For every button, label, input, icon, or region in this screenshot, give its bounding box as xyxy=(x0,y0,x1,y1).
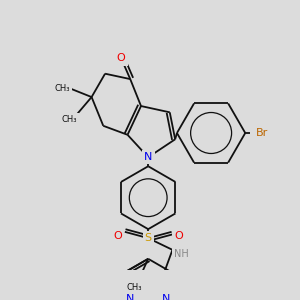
Text: N: N xyxy=(144,152,152,162)
Text: N: N xyxy=(162,294,170,300)
Text: Br: Br xyxy=(256,128,268,138)
Text: CH₃: CH₃ xyxy=(54,84,70,93)
Text: O: O xyxy=(113,231,122,241)
Text: NH: NH xyxy=(174,249,189,259)
Text: S: S xyxy=(145,233,152,243)
Text: CH₃: CH₃ xyxy=(61,115,77,124)
Text: O: O xyxy=(117,53,126,63)
Text: N: N xyxy=(126,294,135,300)
Text: O: O xyxy=(174,231,183,241)
Text: CH₃: CH₃ xyxy=(127,283,142,292)
